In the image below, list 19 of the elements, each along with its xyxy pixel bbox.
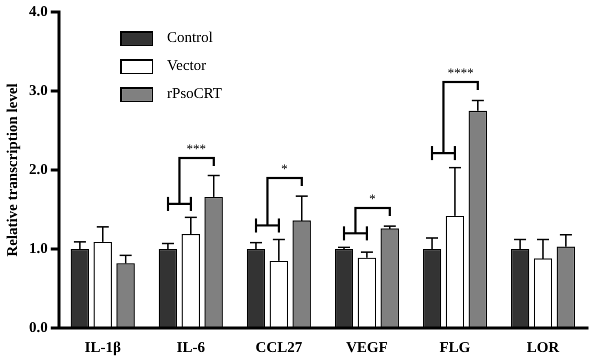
legend-label: rPsoCRT (167, 86, 222, 103)
x-tick-label: IL-1β (84, 340, 121, 356)
x-tick-label: CCL27 (256, 340, 303, 356)
x-tick-label: FLG (440, 340, 471, 356)
y-tick-label: 1.0 (29, 240, 48, 257)
legend-label: Control (167, 30, 213, 47)
x-tick-label: IL-6 (176, 340, 206, 356)
annotation: **** (448, 65, 474, 80)
y-tick-label: 4.0 (29, 4, 48, 20)
annotation: * (281, 161, 288, 176)
annotation: * (369, 191, 376, 206)
y-axis-title: Relative transcription level (4, 83, 21, 257)
x-tick-label: VEGF (346, 340, 388, 356)
y-tick-label: 3.0 (29, 82, 48, 99)
y-tick-label: 0.0 (29, 320, 48, 336)
legend-label: Vector (167, 58, 206, 75)
annotation: *** (186, 140, 206, 156)
y-tick-label: 2.0 (29, 162, 48, 178)
x-tick-label: LOR (526, 340, 560, 356)
